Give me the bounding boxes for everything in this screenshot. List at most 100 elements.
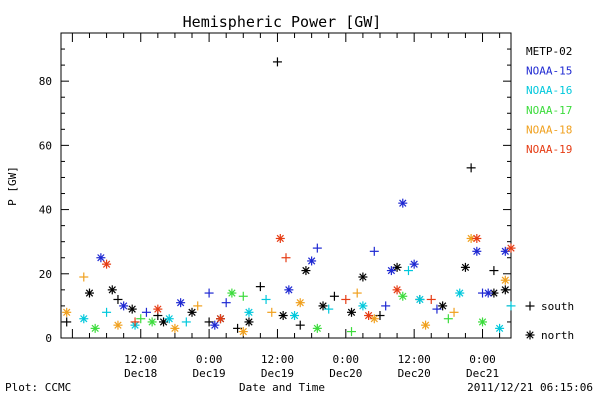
y-tick-label: 0 <box>45 332 52 345</box>
data-point-south <box>181 317 191 327</box>
data-point-south <box>329 291 339 301</box>
data-point-north <box>113 320 123 330</box>
data-point-south <box>272 57 282 67</box>
data-point-south <box>193 301 203 311</box>
data-point-north <box>290 311 300 321</box>
data-point-north <box>284 285 294 295</box>
data-point-north <box>301 266 311 276</box>
data-point-south <box>489 266 499 276</box>
y-tick-label: 80 <box>39 75 52 88</box>
data-point-north <box>472 246 482 256</box>
y-axis-label: P [GW] <box>6 166 19 206</box>
data-point-north <box>455 288 465 298</box>
data-point-north <box>364 311 374 321</box>
data-point-north <box>415 294 425 304</box>
data-point-south <box>466 163 476 173</box>
data-point-north <box>495 323 505 333</box>
data-point-north <box>62 307 72 317</box>
y-tick-label: 40 <box>39 204 52 217</box>
data-points <box>62 57 516 337</box>
data-point-south <box>426 294 436 304</box>
data-point-north <box>347 307 357 317</box>
legend-item: NOAA-16 <box>526 84 572 97</box>
data-point-south <box>261 294 271 304</box>
data-point-south <box>312 243 322 253</box>
data-point-south <box>432 304 442 314</box>
legend: METP-02 NOAA-15 NOAA-16 NOAA-17 NOAA-18 NOAA-… <box>526 45 572 156</box>
data-point-north <box>275 233 285 243</box>
data-point-north <box>119 301 129 311</box>
data-point-south <box>324 304 334 314</box>
data-point-south <box>443 314 453 324</box>
x-tick-label: 0:00 <box>333 353 360 366</box>
data-point-north <box>392 262 402 272</box>
x-tick-label: Dec19 <box>193 367 226 380</box>
data-point-north <box>398 291 408 301</box>
data-point-south <box>506 301 516 311</box>
data-point-south <box>281 253 291 263</box>
data-point-north <box>210 320 220 330</box>
data-point-south <box>62 317 72 327</box>
data-point-north <box>478 317 488 327</box>
data-point-south <box>347 327 357 337</box>
data-point-north <box>438 301 448 311</box>
data-point-south <box>449 307 459 317</box>
data-point-south <box>403 266 413 276</box>
data-point-south <box>295 320 305 330</box>
data-point-north <box>500 285 510 295</box>
data-point-south <box>102 307 112 317</box>
y-tick-label: 20 <box>39 268 52 281</box>
data-point-north <box>127 304 137 314</box>
data-point-north <box>107 285 117 295</box>
x-tick-label: 0:00 <box>196 353 223 366</box>
x-tick-label: Dec20 <box>329 367 362 380</box>
data-point-north <box>460 262 470 272</box>
x-axis-label: Date and Time <box>239 381 325 394</box>
data-point-north <box>278 311 288 321</box>
x-tick-label: 0:00 <box>469 353 496 366</box>
y-tick-label: 60 <box>39 139 52 152</box>
data-point-north <box>170 323 180 333</box>
legend-item: NOAA-18 <box>526 123 572 136</box>
data-point-north <box>312 323 322 333</box>
data-point-south <box>369 246 379 256</box>
data-point-south <box>341 294 351 304</box>
data-point-north <box>96 253 106 263</box>
data-point-south <box>267 307 277 317</box>
data-point-north <box>153 304 163 314</box>
data-point-north <box>307 256 317 266</box>
data-point-north <box>358 272 368 282</box>
x-axis: 12:00Dec180:00Dec1912:00Dec190:00Dec2012… <box>71 33 501 380</box>
data-point-north <box>392 285 402 295</box>
data-point-south <box>478 288 488 298</box>
data-point-south <box>238 291 248 301</box>
data-point-north <box>79 314 89 324</box>
data-point-south <box>204 288 214 298</box>
x-tick-label: Dec19 <box>261 367 294 380</box>
footer-timestamp: 2011/12/21 06:15:06 <box>467 381 593 394</box>
data-point-north <box>398 198 408 208</box>
data-point-north <box>358 301 368 311</box>
data-point-north <box>500 246 510 256</box>
data-point-north <box>466 233 476 243</box>
data-point-south <box>79 272 89 282</box>
marker-legend-label: south <box>541 300 574 313</box>
x-tick-label: 12:00 <box>261 353 294 366</box>
plot-frame <box>60 32 512 339</box>
data-point-north <box>369 314 379 324</box>
data-point-north <box>244 317 254 327</box>
data-point-north <box>409 259 419 269</box>
data-point-north <box>295 298 305 308</box>
data-point-north <box>90 323 100 333</box>
x-tick-label: 12:00 <box>398 353 431 366</box>
legend-item: NOAA-15 <box>526 65 572 78</box>
data-point-north <box>84 288 94 298</box>
data-point-south <box>113 294 123 304</box>
data-point-north <box>147 317 157 327</box>
data-point-north <box>318 301 328 311</box>
data-point-south <box>525 301 535 311</box>
data-point-north <box>215 314 225 324</box>
data-point-north <box>525 330 535 340</box>
